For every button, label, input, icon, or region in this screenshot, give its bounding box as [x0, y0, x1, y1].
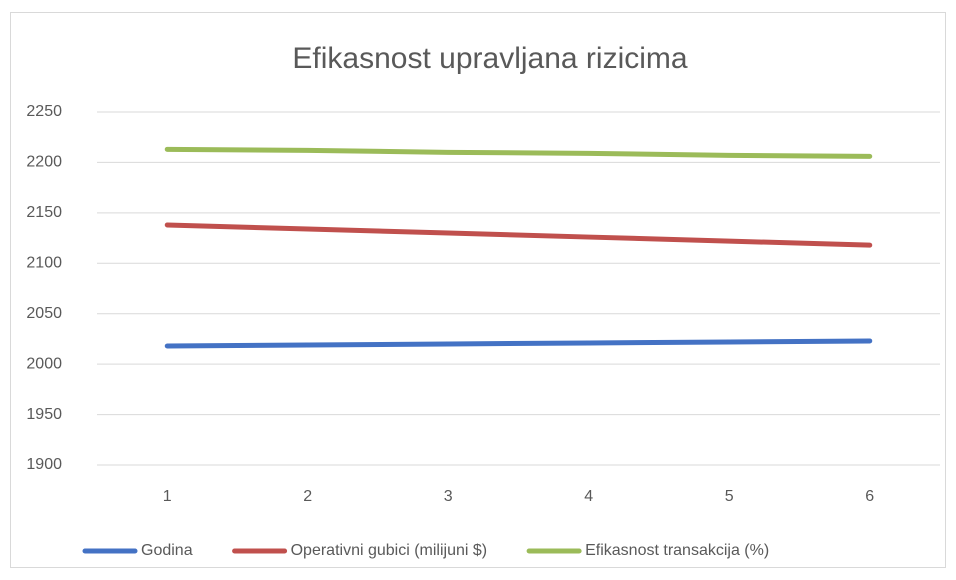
x-tick-label: 3 — [444, 488, 453, 505]
y-tick-label: 2100 — [26, 255, 62, 272]
y-tick-label: 2150 — [26, 204, 62, 221]
x-tick-label: 4 — [584, 488, 593, 505]
series-line — [164, 222, 873, 248]
y-tick-label: 2000 — [26, 355, 62, 372]
legend-label: Efikasnost transakcija (%) — [585, 542, 769, 559]
legend-label: Operativni gubici (milijuni $) — [291, 542, 488, 559]
y-tick-label: 2200 — [26, 154, 62, 171]
chart-frame — [10, 12, 946, 568]
series-line — [164, 338, 873, 349]
chart-title: Efikasnost upravljana rizicima — [292, 42, 687, 75]
x-tick-label: 6 — [865, 488, 874, 505]
series-line — [164, 146, 873, 159]
y-tick-label: 1950 — [26, 406, 62, 423]
legend-label: Godina — [141, 542, 193, 559]
y-tick-label: 1900 — [26, 456, 62, 473]
x-tick-label: 2 — [303, 488, 312, 505]
x-tick-label: 1 — [163, 488, 172, 505]
x-tick-label: 5 — [725, 488, 734, 505]
y-tick-label: 2250 — [26, 103, 62, 120]
y-tick-label: 2050 — [26, 305, 62, 322]
